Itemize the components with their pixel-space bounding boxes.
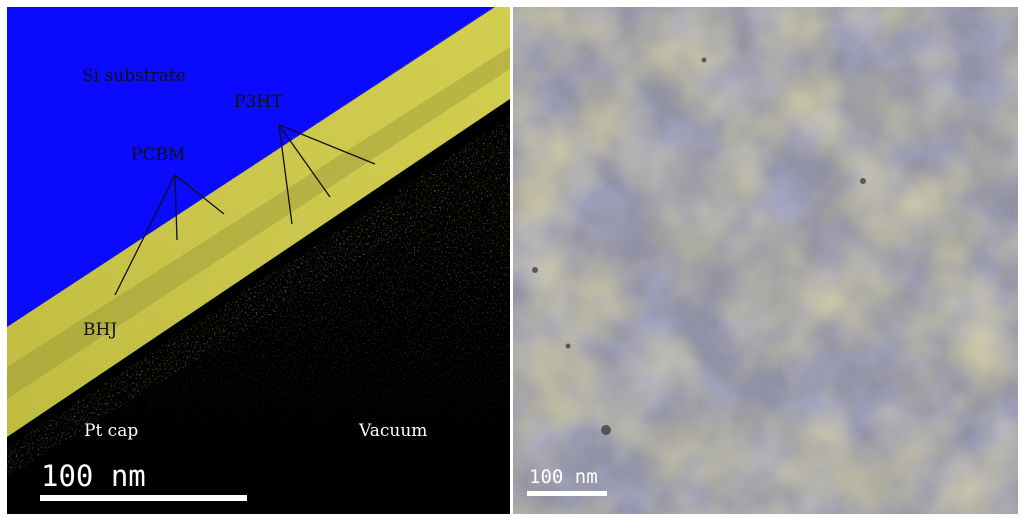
right-micrograph-panel: 100 nm	[513, 7, 1018, 514]
annotation-lines	[114, 124, 376, 296]
p3ht-label: P3HT	[234, 92, 283, 112]
right-scalebar	[527, 491, 607, 496]
left-scalebar-label: 100 nm	[41, 459, 146, 493]
right-scalebar-label: 100 nm	[529, 466, 598, 488]
si-substrate-label: Si substrate	[82, 66, 186, 86]
left-micrograph-panel: Si substrate P3HT PCBM BHJ Pt cap Vacuum…	[7, 7, 510, 514]
dark-particles	[532, 57, 866, 435]
bhj-label: BHJ	[83, 320, 118, 340]
pcbm-label: PCBM	[131, 145, 186, 165]
left-micrograph-image	[7, 7, 510, 514]
pt-cap-label: Pt cap	[84, 421, 139, 441]
vacuum-label: Vacuum	[359, 421, 428, 441]
left-scalebar	[40, 495, 247, 501]
right-micrograph-image	[513, 7, 1018, 514]
